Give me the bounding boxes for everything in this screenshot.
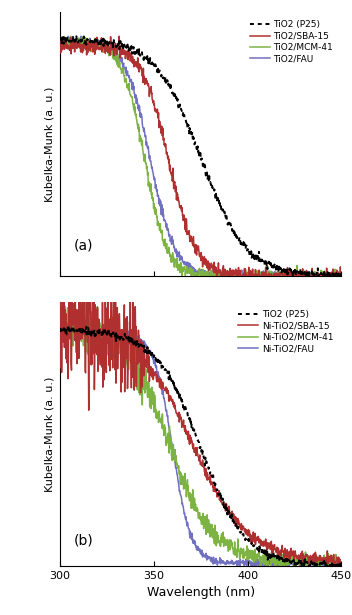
Ni-TiO2/FAU xyxy=(238,561,242,568)
Ni-TiO2/FAU xyxy=(103,322,108,330)
TiO2/FAU xyxy=(75,36,79,44)
Ni-TiO2/MCM-41 xyxy=(339,560,344,567)
TiO2/MCM-41 xyxy=(58,33,62,40)
TiO2/MCM-41 xyxy=(339,269,344,276)
Legend: TiO2 (P25), TiO2/SBA-15, TiO2/MCM-41, TiO2/FAU: TiO2 (P25), TiO2/SBA-15, TiO2/MCM-41, Ti… xyxy=(246,17,337,67)
Ni-TiO2/SBA-15 xyxy=(312,562,316,569)
X-axis label: Wavelength (nm): Wavelength (nm) xyxy=(146,586,255,599)
Line: Ni-TiO2/FAU: Ni-TiO2/FAU xyxy=(60,326,341,566)
Line: Ni-TiO2/MCM-41: Ni-TiO2/MCM-41 xyxy=(60,295,341,566)
TiO2 (P25) xyxy=(75,327,80,335)
TiO2 (P25) xyxy=(74,33,78,40)
Ni-TiO2/FAU xyxy=(222,560,226,567)
TiO2 (P25) xyxy=(66,322,70,330)
Ni-TiO2/MCM-41 xyxy=(229,540,233,547)
TiO2/MCM-41 xyxy=(75,36,80,43)
Line: TiO2/SBA-15: TiO2/SBA-15 xyxy=(60,36,341,276)
TiO2 (P25) xyxy=(238,527,242,534)
TiO2/MCM-41 xyxy=(180,272,184,280)
TiO2/MCM-41 xyxy=(272,272,276,279)
Ni-TiO2/FAU xyxy=(301,558,305,566)
TiO2/SBA-15 xyxy=(215,272,219,280)
Ni-TiO2/SBA-15 xyxy=(272,546,276,553)
Ni-TiO2/MCM-41 xyxy=(301,550,305,557)
TiO2/FAU xyxy=(79,33,83,40)
Ni-TiO2/SBA-15 xyxy=(238,522,242,530)
Ni-TiO2/MCM-41 xyxy=(272,552,276,560)
TiO2 (P25) xyxy=(339,561,344,568)
TiO2/SBA-15 xyxy=(75,42,79,49)
Ni-TiO2/SBA-15 xyxy=(112,244,116,251)
TiO2 (P25) xyxy=(295,562,299,569)
Line: TiO2 (P25): TiO2 (P25) xyxy=(60,326,341,566)
TiO2 (P25) xyxy=(222,210,226,217)
Text: (a): (a) xyxy=(74,239,93,253)
TiO2 (P25) xyxy=(301,561,305,568)
TiO2 (P25) xyxy=(291,272,295,280)
TiO2/SBA-15 xyxy=(272,270,276,277)
TiO2 (P25) xyxy=(229,221,233,229)
TiO2/SBA-15 xyxy=(301,272,305,280)
TiO2/SBA-15 xyxy=(339,272,344,280)
Ni-TiO2/FAU xyxy=(238,562,242,569)
Ni-TiO2/SBA-15 xyxy=(222,504,226,511)
Y-axis label: Kubelka-Munk (a. u.): Kubelka-Munk (a. u.) xyxy=(44,376,54,492)
Ni-TiO2/MCM-41 xyxy=(77,292,81,299)
Ni-TiO2/FAU xyxy=(272,560,276,567)
Ni-TiO2/MCM-41 xyxy=(58,330,62,338)
TiO2/MCM-41 xyxy=(238,272,242,280)
TiO2/FAU xyxy=(238,268,242,275)
Line: Ni-TiO2/SBA-15: Ni-TiO2/SBA-15 xyxy=(60,247,341,566)
TiO2 (P25) xyxy=(229,512,233,520)
Ni-TiO2/SBA-15 xyxy=(75,360,79,367)
Line: TiO2/MCM-41: TiO2/MCM-41 xyxy=(60,36,341,276)
Legend: TiO2 (P25), Ni-TiO2/SBA-15, Ni-TiO2/MCM-41, Ni-TiO2/FAU: TiO2 (P25), Ni-TiO2/SBA-15, Ni-TiO2/MCM-… xyxy=(235,307,337,357)
TiO2/FAU xyxy=(339,269,344,276)
Ni-TiO2/MCM-41 xyxy=(75,338,79,345)
Ni-TiO2/SBA-15 xyxy=(339,556,344,563)
TiO2 (P25) xyxy=(222,498,226,506)
Ni-TiO2/FAU xyxy=(229,557,233,565)
Ni-TiO2/MCM-41 xyxy=(238,555,242,562)
TiO2 (P25) xyxy=(58,324,62,331)
Ni-TiO2/FAU xyxy=(339,558,344,565)
TiO2/MCM-41 xyxy=(230,269,234,276)
TiO2/MCM-41 xyxy=(69,33,73,40)
TiO2/MCM-41 xyxy=(222,268,226,275)
Ni-TiO2/FAU xyxy=(58,330,62,337)
TiO2/FAU xyxy=(222,272,226,279)
TiO2/MCM-41 xyxy=(301,271,305,278)
Ni-TiO2/MCM-41 xyxy=(222,542,226,550)
TiO2 (P25) xyxy=(339,272,344,280)
TiO2 (P25) xyxy=(75,36,80,44)
TiO2/FAU xyxy=(301,272,305,280)
TiO2/FAU xyxy=(58,38,62,45)
TiO2/SBA-15 xyxy=(117,33,121,40)
TiO2 (P25) xyxy=(238,233,242,240)
TiO2/FAU xyxy=(230,272,234,280)
Text: (b): (b) xyxy=(74,534,94,548)
TiO2 (P25) xyxy=(272,548,276,555)
Ni-TiO2/SBA-15 xyxy=(301,552,305,560)
Y-axis label: Kubelka-Munk (a. u.): Kubelka-Munk (a. u.) xyxy=(44,86,54,202)
Ni-TiO2/SBA-15 xyxy=(58,320,62,328)
Line: TiO2/FAU: TiO2/FAU xyxy=(60,36,341,276)
TiO2 (P25) xyxy=(301,271,305,279)
TiO2/FAU xyxy=(194,272,198,280)
TiO2/SBA-15 xyxy=(238,272,242,280)
TiO2 (P25) xyxy=(272,263,276,271)
Ni-TiO2/SBA-15 xyxy=(229,513,233,520)
TiO2 (P25) xyxy=(58,33,62,41)
TiO2/SBA-15 xyxy=(222,272,226,280)
Line: TiO2 (P25): TiO2 (P25) xyxy=(60,36,341,276)
TiO2/SBA-15 xyxy=(230,272,234,279)
Ni-TiO2/FAU xyxy=(75,327,79,335)
Ni-TiO2/MCM-41 xyxy=(259,562,263,569)
TiO2/FAU xyxy=(272,272,276,280)
TiO2/SBA-15 xyxy=(58,43,62,50)
